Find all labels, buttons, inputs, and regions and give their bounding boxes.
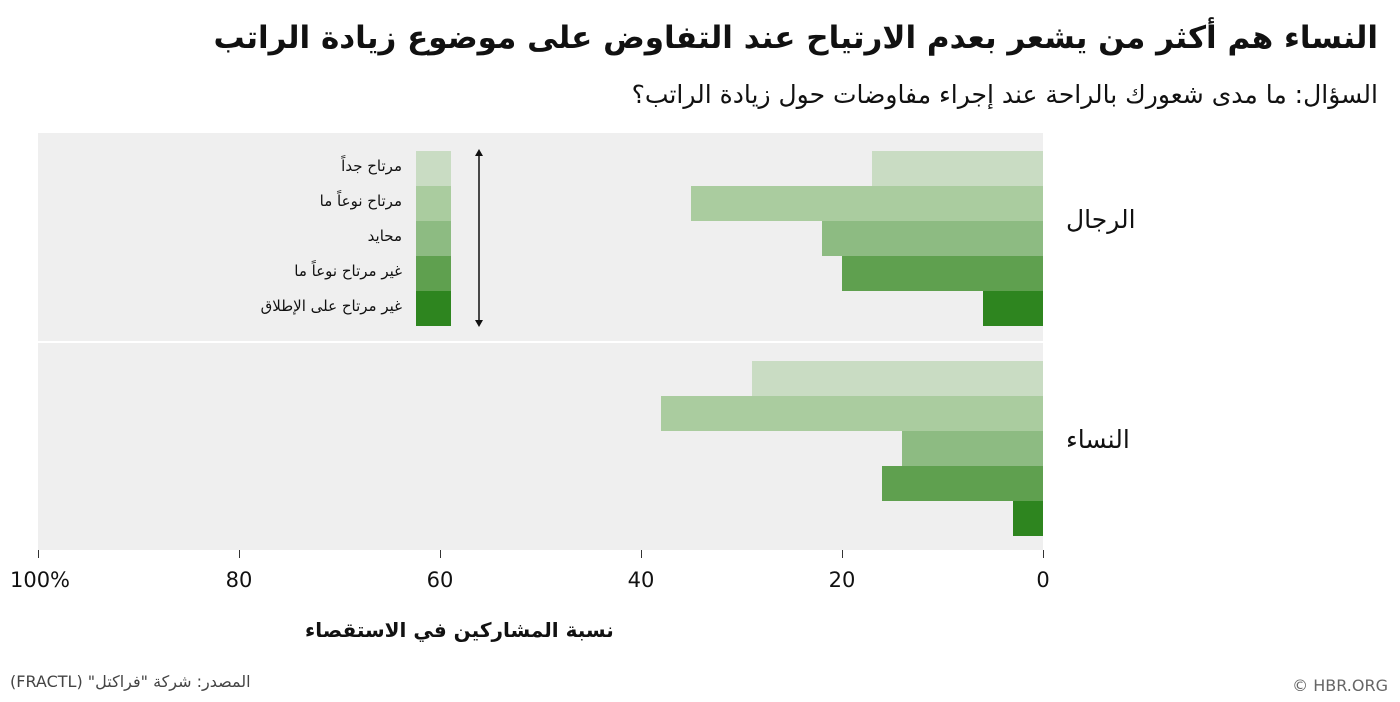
group-label-men: الرجال (1066, 205, 1136, 234)
group-label-women: النساء (1066, 425, 1130, 454)
tick-mark (38, 550, 39, 558)
legend-swatch (416, 221, 451, 256)
bar-men-2 (821, 221, 1043, 256)
legend-swatch (416, 256, 451, 291)
credit: © HBR.ORG (1292, 676, 1388, 695)
tick-mark (440, 550, 441, 558)
legend-label: مرتاح نوعاً ما (319, 192, 402, 210)
tick-label: 60 (426, 568, 454, 592)
bar-women-2 (902, 431, 1043, 466)
legend-label: محايد (367, 227, 402, 245)
tick-label: 0 (1036, 568, 1050, 592)
tick-label: 40 (627, 568, 655, 592)
bar-men-1 (691, 186, 1043, 221)
legend-swatch (416, 186, 451, 221)
legend-swatch (416, 291, 451, 326)
tick-mark (641, 550, 642, 558)
chart-subtitle: السؤال: ما مدى شعورك بالراحة عند إجراء م… (631, 80, 1378, 109)
legend-label: غير مرتاح على الإطلاق (260, 297, 402, 315)
legend-swatch (416, 151, 451, 186)
bar-men-4 (982, 291, 1043, 326)
chart-title: النساء هم أكثر من يشعر بعدم الارتياح عند… (213, 20, 1378, 56)
bar-men-3 (842, 256, 1043, 291)
bar-women-4 (1012, 501, 1043, 536)
bar-men-0 (872, 151, 1043, 186)
tick-mark (239, 550, 240, 558)
legend-label: غير مرتاح نوعاً ما (294, 262, 402, 280)
tick-label: 20 (828, 568, 856, 592)
tick-label: 80 (225, 568, 253, 592)
legend-label: مرتاح جداً (341, 157, 402, 175)
x-axis-label: نسبة المشاركين في الاستقصاء (305, 618, 614, 642)
group-divider (38, 341, 1043, 343)
source-note: المصدر: شركة "فراكتل" (FRACTL) (10, 672, 251, 691)
bar-women-1 (661, 396, 1043, 431)
double-arrow-icon (475, 149, 483, 327)
tick-mark (1043, 550, 1044, 558)
bar-women-0 (751, 361, 1043, 396)
tick-mark (842, 550, 843, 558)
bar-women-3 (882, 466, 1043, 501)
tick-label: 100% (9, 568, 71, 592)
